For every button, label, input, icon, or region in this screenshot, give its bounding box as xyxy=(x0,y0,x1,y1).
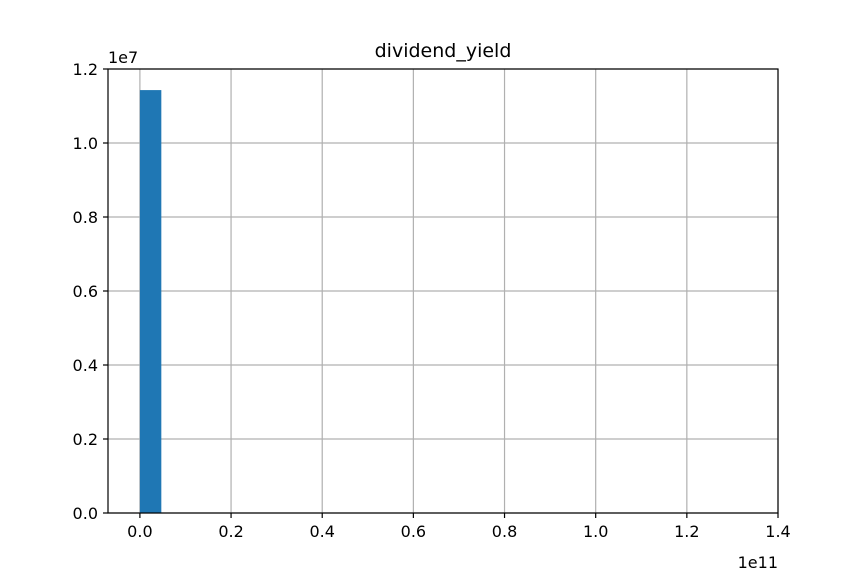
y-tick-label: 1.0 xyxy=(73,134,98,153)
histogram-bar xyxy=(139,90,162,513)
x-tick-label: 0.2 xyxy=(218,522,243,541)
y-tick-label: 0.4 xyxy=(73,356,98,375)
y-tick-label: 0.2 xyxy=(73,430,98,449)
y-tick-label: 0.6 xyxy=(73,282,98,301)
x-tick-label: 1.2 xyxy=(674,522,699,541)
x-tick-label: 0.6 xyxy=(401,522,426,541)
x-tick-label: 0.8 xyxy=(492,522,517,541)
x-tick-label: 0.4 xyxy=(309,522,334,541)
y-axis-offset-label: 1e7 xyxy=(108,48,138,67)
chart-title: dividend_yield xyxy=(375,40,512,62)
x-axis-offset-label: 1e11 xyxy=(738,553,778,572)
bars xyxy=(139,90,162,513)
x-tick-label: 1.0 xyxy=(583,522,608,541)
y-tick-label: 0.8 xyxy=(73,208,98,227)
y-tick-label: 0.0 xyxy=(73,504,98,523)
grid xyxy=(108,68,779,514)
x-tick-label: 1.4 xyxy=(765,522,790,541)
ticks: 0.0 0.2 0.4 0.6 0.8 1.0 1.2 1.4 0.0 0.2 0.4 0.6 0.8 1… xyxy=(73,60,791,541)
x-tick-label: 0.0 xyxy=(127,522,152,541)
y-tick-label: 1.2 xyxy=(73,60,98,79)
